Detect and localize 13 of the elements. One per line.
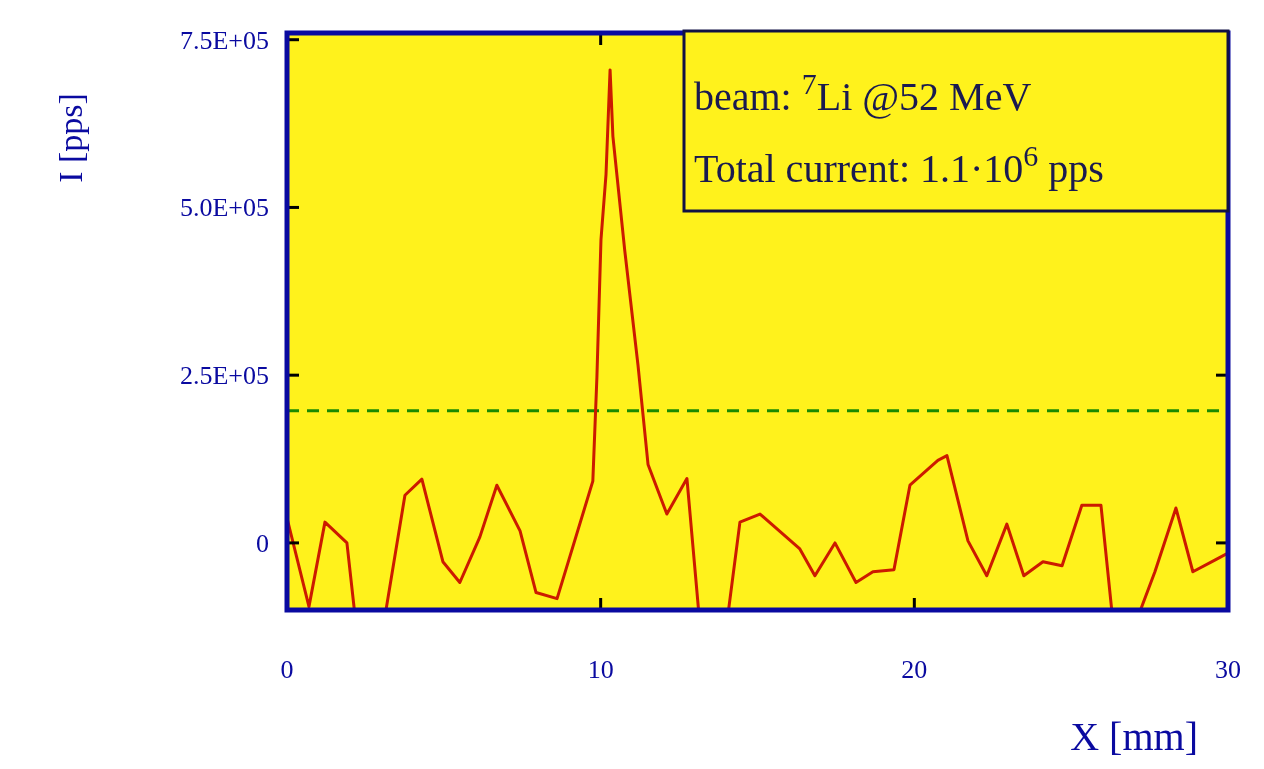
x-axis-title: X [mm]	[1070, 714, 1198, 759]
x-tick-label: 20	[901, 655, 928, 684]
x-tick-label: 30	[1215, 655, 1241, 684]
annotation: Total current: 1.1·10$^{6}$ pps	[694, 138, 1104, 191]
x-tick-label: 0	[280, 655, 294, 684]
x-tick-label: 10	[587, 655, 614, 684]
y-tick-label: 5.0E+05	[179, 193, 269, 223]
y-tick-label: 2.5E+05	[179, 361, 269, 391]
annotation: beam: $^{7}$Li @52 MeV	[694, 66, 1032, 119]
note-box: beam: $^{7}$Li @52 MeV Total current: 1.1·10$^{6}$ pps	[682, 29, 1230, 213]
y-tick-label: 7.5E+05	[179, 25, 269, 55]
y-tick-label: 0	[256, 528, 269, 558]
y-axis-title: I [pps]	[52, 93, 89, 183]
